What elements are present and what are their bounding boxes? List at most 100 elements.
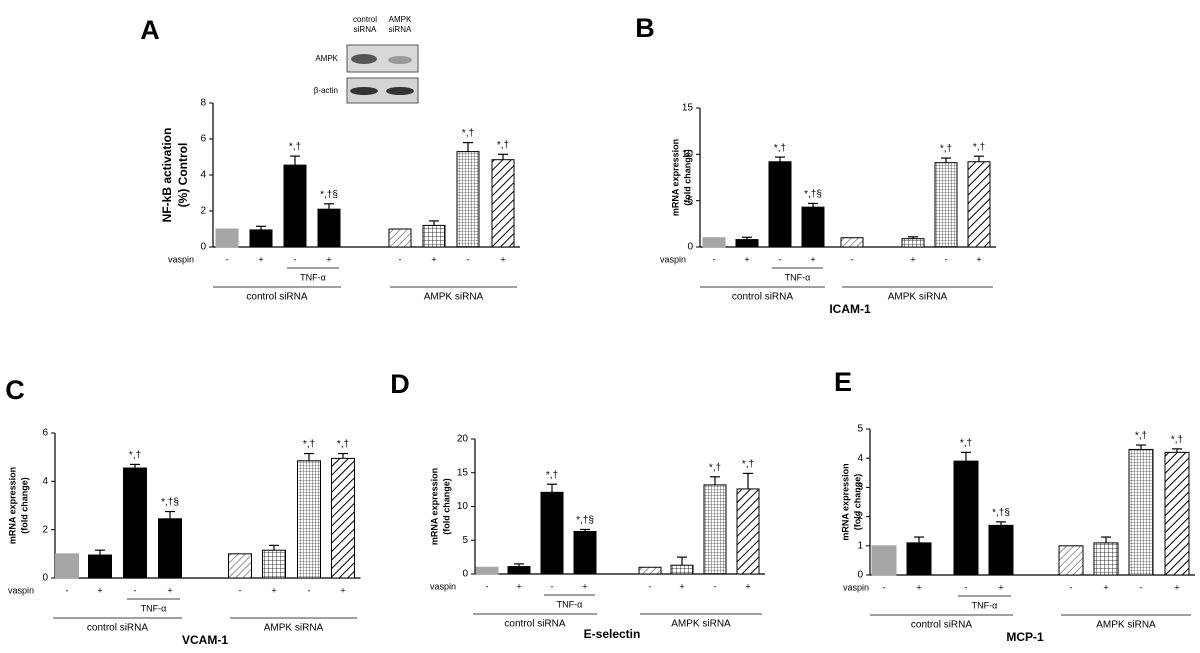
error-bar <box>130 463 140 469</box>
blot-band <box>388 56 412 64</box>
panel-letter: D <box>390 369 410 399</box>
x-tick-label: - <box>1140 582 1143 592</box>
chart-title: VCAM-1 <box>182 633 228 647</box>
bar <box>507 566 531 575</box>
bar <box>456 151 480 248</box>
western-blot: control siRNA AMPK siRNA AMPK β-actin <box>314 15 419 104</box>
y-tick-label: 3 <box>857 482 863 493</box>
significance-label: *,† <box>497 140 509 151</box>
significance-label: *,†§ <box>804 189 822 200</box>
bar <box>967 161 991 248</box>
bar <box>215 228 239 248</box>
error-bar <box>95 549 105 556</box>
error-bar <box>463 142 473 152</box>
x-tick-label: + <box>326 254 331 264</box>
bar <box>1164 451 1190 576</box>
bar <box>801 206 825 248</box>
chart-panel: A 0 2 4 6 8 NF-kB activation (%) Control - + *,† - *… <box>140 15 520 303</box>
bar <box>55 553 79 579</box>
panel-letter: A <box>140 15 160 45</box>
significance-label: *,† <box>709 462 721 473</box>
error-bar <box>269 544 279 551</box>
y-tick-label: 0 <box>200 242 206 253</box>
x-tick-label: - <box>1070 582 1073 592</box>
x-tick-label: + <box>916 582 921 592</box>
y-tick-label: 5 <box>857 424 863 435</box>
significance-label: *,† <box>303 439 315 450</box>
significance-label: *,† <box>973 142 985 153</box>
chart-title: ICAM-1 <box>829 302 871 316</box>
x-tick-label: + <box>810 254 815 264</box>
lane-label: control <box>353 15 377 24</box>
y-tick-label: 0 <box>687 242 693 253</box>
x-tick-label: + <box>431 254 436 264</box>
group-label: control siRNA <box>732 292 793 303</box>
error-bar <box>677 556 687 566</box>
bar <box>228 553 252 579</box>
group-label: AMPK siRNA <box>1096 620 1156 631</box>
significance-label: *,†§ <box>992 507 1010 518</box>
bar <box>573 530 597 575</box>
blot-band <box>386 87 414 95</box>
bar <box>638 566 662 575</box>
bar <box>283 164 307 248</box>
x-tick-label: - <box>294 254 297 264</box>
x-row-label: vaspin <box>168 254 194 264</box>
significance-label: *,† <box>940 144 952 155</box>
bar <box>88 554 112 579</box>
treatment-label: TNF-α <box>141 603 167 613</box>
lane-label: siRNA <box>389 25 412 34</box>
y-axis-label: (fold change) <box>852 474 862 531</box>
y-tick-label: 2 <box>42 524 48 535</box>
panel-letter: E <box>834 367 852 397</box>
y-tick-label: 5 <box>462 535 468 546</box>
y-axis-label: (fold change) <box>441 478 451 535</box>
x-tick-label: + <box>976 254 981 264</box>
bar <box>871 545 897 576</box>
x-tick-label: - <box>713 254 716 264</box>
x-tick-label: - <box>714 581 717 591</box>
bar <box>491 159 515 248</box>
y-tick-label: 4 <box>42 476 48 487</box>
significance-label: *,† <box>742 459 754 470</box>
x-row-label: vaspin <box>8 585 34 595</box>
error-bar <box>429 220 439 226</box>
error-bar <box>996 521 1006 526</box>
error-bar <box>338 452 348 459</box>
blot-row-label: β-actin <box>314 86 338 95</box>
significance-label: *,† <box>129 450 141 461</box>
bar <box>840 237 864 248</box>
x-tick-label: + <box>744 254 749 264</box>
bar <box>249 229 273 248</box>
y-tick-label: 4 <box>200 170 206 181</box>
error-bar <box>580 528 590 532</box>
error-bar <box>775 156 785 162</box>
bar <box>1058 545 1084 576</box>
x-tick-label: + <box>1103 582 1108 592</box>
x-tick-label: - <box>779 254 782 264</box>
bar <box>475 566 499 575</box>
x-tick-label: - <box>551 581 554 591</box>
treatment-label: TNF-α <box>557 599 583 609</box>
bar <box>317 208 341 248</box>
y-tick-label: 0 <box>462 569 468 580</box>
group-label: control siRNA <box>246 292 307 303</box>
x-tick-label: - <box>239 585 242 595</box>
y-tick-label: 5 <box>687 195 693 206</box>
x-tick-label: - <box>134 585 137 595</box>
significance-label: *,† <box>337 439 349 450</box>
y-tick-label: 0 <box>42 573 48 584</box>
significance-label: *,† <box>1135 431 1147 442</box>
x-tick-label: + <box>167 585 172 595</box>
bar <box>331 457 355 579</box>
y-tick-label: 4 <box>857 453 863 464</box>
x-tick-label: + <box>340 585 345 595</box>
y-tick-label: 15 <box>457 467 469 478</box>
significance-label: *,† <box>462 128 474 139</box>
y-tick-label: 1 <box>857 540 863 551</box>
error-bar <box>1136 444 1146 450</box>
significance-label: *,† <box>1171 434 1183 445</box>
x-row-label: vaspin <box>660 254 686 264</box>
y-axis-label: mRNA expression <box>429 468 439 545</box>
